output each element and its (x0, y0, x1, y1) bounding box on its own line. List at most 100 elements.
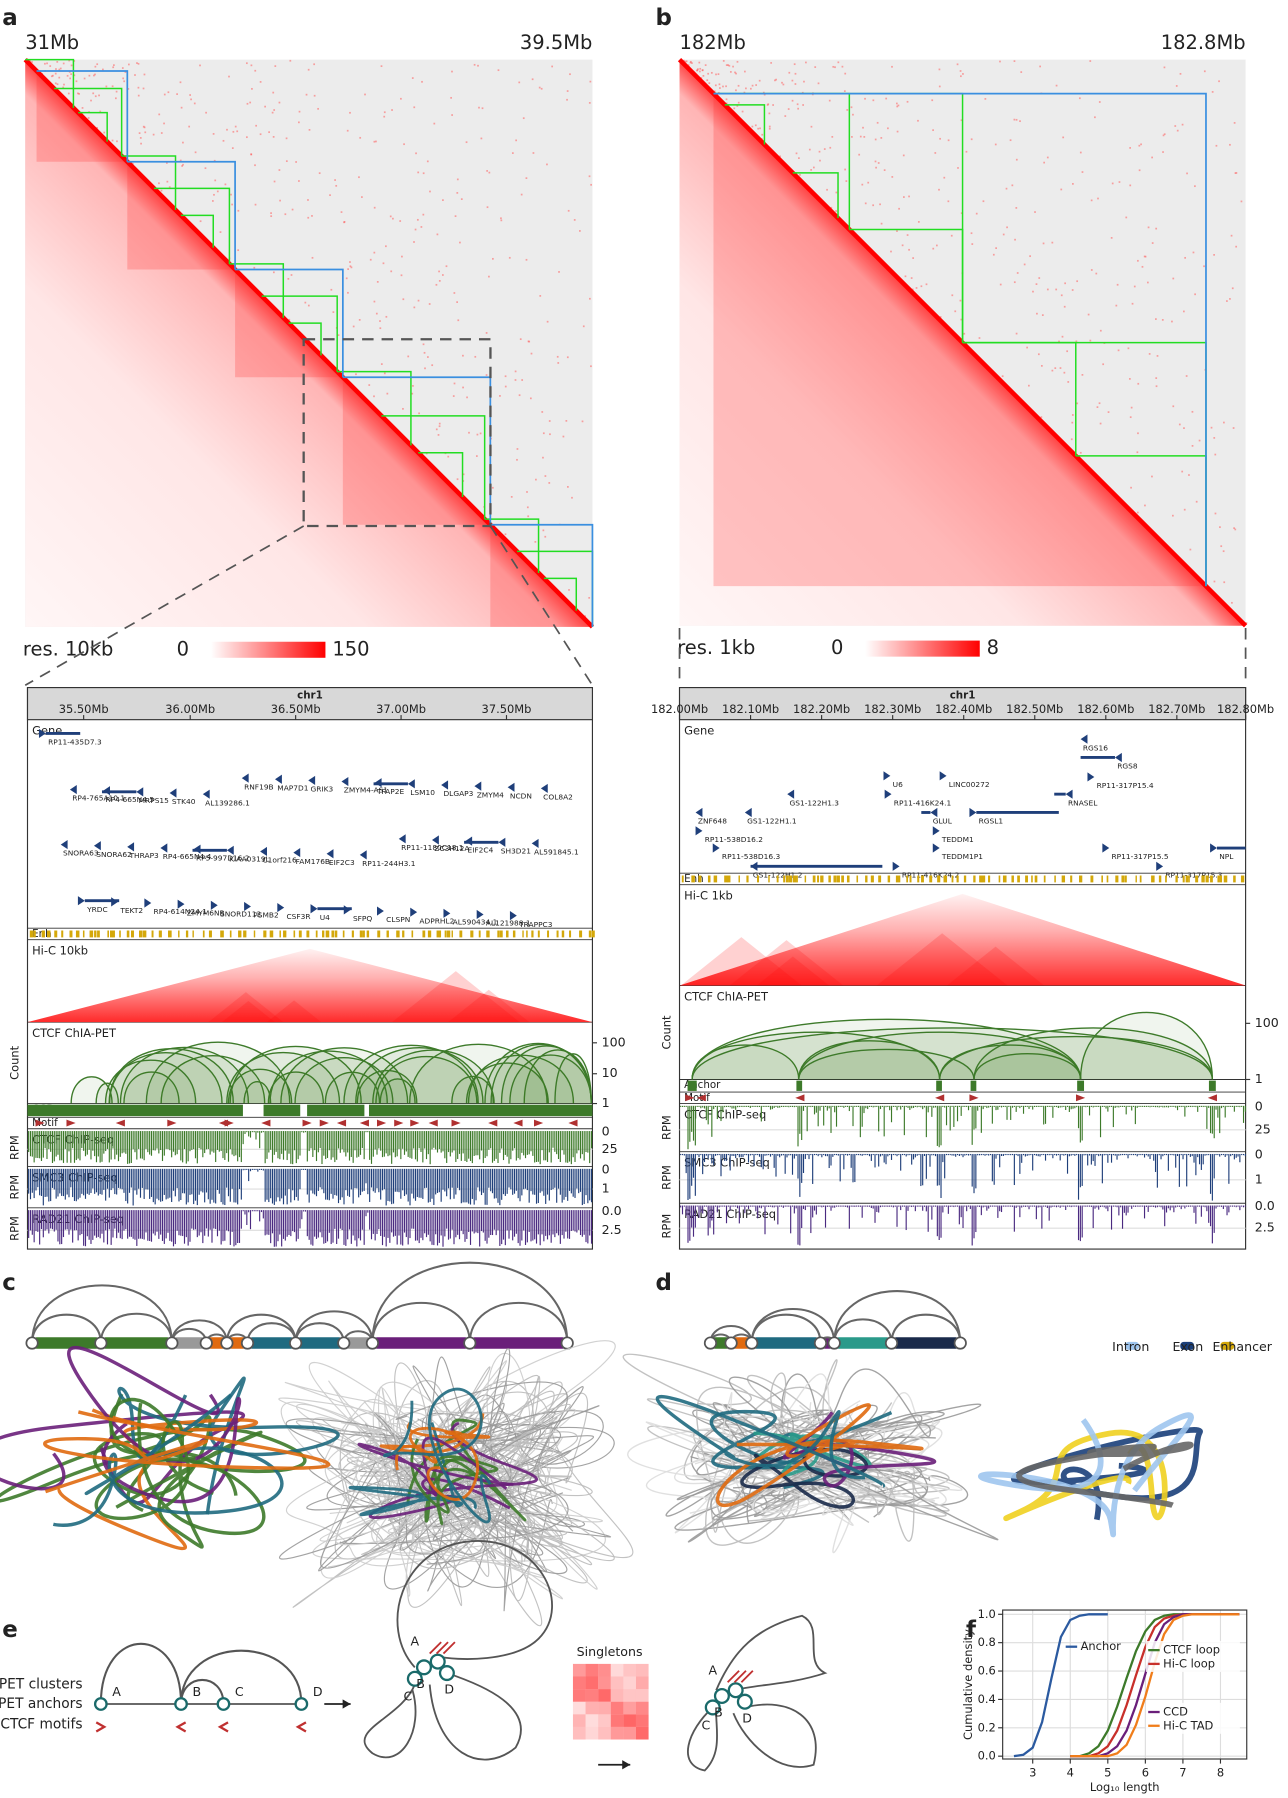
heatmap-dot (1071, 438, 1073, 440)
heatmap-dot (213, 133, 215, 135)
domain-bar (248, 1337, 296, 1348)
heatmap-dot (423, 172, 425, 174)
heatmap-dot (541, 411, 543, 413)
enhancer (973, 876, 975, 883)
colorbar-max: 8 (987, 636, 999, 659)
enhancer (506, 931, 508, 938)
heatmap-dot (860, 136, 862, 138)
heatmap-dot (334, 179, 336, 181)
series-line (1070, 1614, 1239, 1756)
gene-name: ADPRHL2 (419, 916, 454, 925)
heatmap-dot (755, 124, 757, 126)
heatmap-dot (1213, 254, 1215, 256)
heatmap-dot (1192, 445, 1194, 447)
heatmap-dot (1214, 581, 1216, 583)
heatmap-dot (526, 177, 528, 179)
heatmap-dot (347, 130, 349, 132)
anchor-node (886, 1337, 897, 1348)
heatmap-dot (999, 61, 1001, 63)
colorbar-min: 0 (831, 636, 843, 659)
heatmap-dot (588, 597, 590, 599)
gene-name: U6 (893, 780, 903, 789)
heatmap-dot (772, 104, 774, 106)
heatmap-dot (511, 496, 513, 498)
enhancer (243, 931, 246, 938)
gene-name: TEKT2 (119, 906, 143, 915)
heatmap-dot (182, 164, 184, 166)
colorbar (865, 641, 980, 657)
heatmap-dot (733, 107, 735, 109)
heatmap-dot (1134, 286, 1136, 288)
heatmap-dot (926, 283, 928, 285)
enhancer (83, 931, 85, 938)
enhancer (786, 876, 789, 883)
enhancer (999, 876, 1001, 883)
enhancer (789, 876, 792, 883)
enhancer (387, 931, 389, 938)
gene-name: RP11-317P15.4 (1097, 781, 1154, 790)
heatmap-dot (260, 133, 262, 135)
anchor-label: B (193, 1684, 202, 1699)
axis-label: RPM (659, 1165, 673, 1190)
heatmap-dot (1016, 333, 1018, 335)
heatmap-dot (517, 448, 519, 450)
enhancer (360, 931, 363, 938)
heatmap-dot (383, 262, 385, 264)
enhancer (793, 876, 797, 883)
legend-label: Hi-C loop (1163, 1656, 1215, 1670)
heatmap-dot (1016, 159, 1018, 161)
x-tick-label: 3 (1029, 1765, 1036, 1779)
heatmap-dot (769, 126, 771, 128)
heatmap-dot (1171, 321, 1173, 323)
anchor (796, 1081, 802, 1091)
heatmap-dot (188, 126, 190, 128)
heatmap-dot (347, 292, 349, 294)
ruler-label: 182.20Mb (793, 702, 850, 716)
heatmap-dot (715, 84, 717, 86)
enhancer (470, 931, 473, 938)
enhancer (820, 876, 823, 883)
singleton-cell (623, 1664, 636, 1677)
heatmap-dot (1042, 314, 1044, 316)
axis-label: Count (659, 1015, 673, 1049)
heatmap-dot (84, 78, 86, 80)
heatmap-dot (89, 75, 91, 77)
motif (394, 1120, 403, 1127)
gene-name: EIF2C3 (329, 858, 355, 867)
heatmap-dot (726, 98, 728, 100)
heatmap-dot (236, 130, 238, 132)
heatmap-dot (705, 64, 707, 66)
heatmap-dot (424, 352, 426, 354)
heatmap-dot (381, 363, 383, 365)
heatmap-dot (291, 274, 293, 276)
axis-label: Count (7, 1045, 21, 1079)
gene-name: RGSL1 (979, 817, 1004, 826)
heatmap-dot (403, 143, 405, 145)
heatmap-dot (353, 326, 355, 328)
heatmap-dot (1213, 437, 1215, 439)
enhancer (538, 931, 540, 938)
heatmap-dot (319, 172, 321, 174)
singleton-cell (586, 1702, 599, 1715)
heatmap-dot (57, 83, 59, 85)
heatmap-dot (835, 210, 837, 212)
heatmap-dot (543, 530, 545, 532)
heatmap-dot (971, 243, 973, 245)
enhancer (944, 876, 948, 883)
heatmap-dot (235, 126, 237, 128)
heatmap-dot (767, 103, 769, 105)
heatmap-dot (429, 303, 431, 305)
heatmap-dot (439, 280, 441, 282)
heatmap-dot (1179, 424, 1181, 426)
heatmap-dot (995, 144, 997, 146)
gene-name: AL139286.1 (205, 798, 250, 807)
enhancer (878, 876, 881, 883)
y-tick-label: 0.6 (978, 1664, 996, 1678)
heatmap-dot (106, 86, 108, 88)
heatmap-dot (49, 65, 51, 67)
enhancer (331, 931, 334, 938)
row-label: CTCF motifs (0, 1717, 82, 1733)
anchor-label: A (411, 1634, 420, 1649)
heatmap-dot (1177, 130, 1179, 132)
singleton-cell (598, 1664, 611, 1677)
